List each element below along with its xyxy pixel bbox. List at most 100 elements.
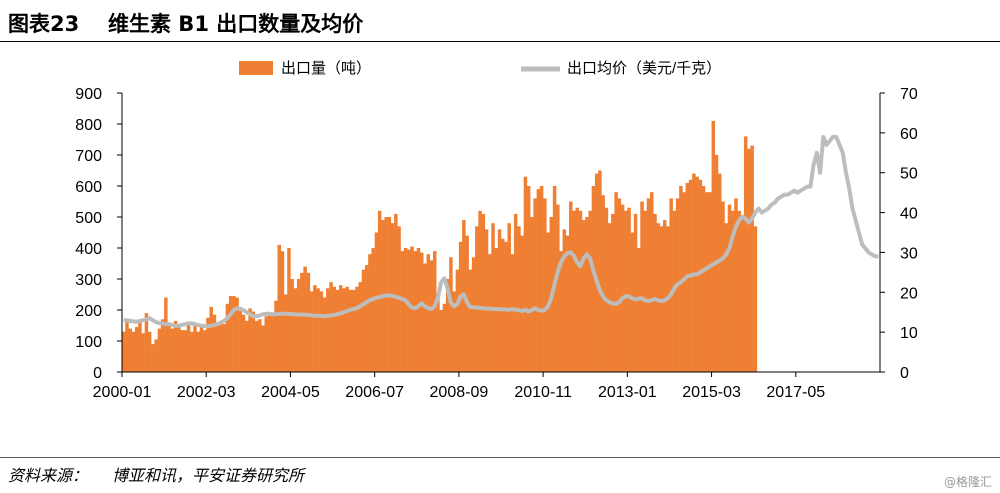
bar [643,210,648,372]
y-left-tick-label: 100 [75,334,102,351]
bar [274,300,278,372]
bar [413,251,418,372]
x-tick-label: 2006-07 [345,384,404,401]
bar [335,289,340,372]
bar [186,322,191,372]
bar [361,269,366,372]
chart: 出口量（吨） 出口均价（美元/千克） 010020030040050060070… [75,60,918,401]
bar [711,120,716,373]
bar [128,328,132,372]
bar [164,297,168,372]
bar [747,148,751,372]
x-tick-label: 2004-05 [261,384,320,401]
y-right-tick-label: 10 [900,325,918,342]
bar [241,314,246,372]
bar [578,210,583,372]
bar [604,207,609,372]
bar [400,251,405,372]
bar [627,207,631,372]
bar [254,320,259,372]
bar [157,328,162,372]
bar [594,173,599,372]
bar [507,223,511,372]
bar [588,210,592,372]
bar [407,249,411,372]
bar [426,254,430,372]
bar [225,303,230,372]
bar [403,248,408,372]
bar [420,252,424,372]
bar [708,192,712,372]
bar [734,198,738,372]
bar [650,192,654,372]
bar [248,308,252,372]
bar [497,229,502,372]
bar [637,248,641,372]
bar [206,317,210,372]
bar [377,210,382,372]
bar [267,314,272,372]
bar [222,323,226,372]
bar [539,186,544,372]
bar [183,330,188,372]
bar [232,296,236,372]
bar [151,344,155,372]
bar [228,296,233,372]
bar [656,223,660,372]
bar [348,289,353,372]
bar [190,331,194,372]
bar-series [122,120,758,373]
bar [371,248,375,372]
bar [271,316,275,372]
bar [245,320,249,372]
bar [322,297,327,372]
bar [423,263,427,372]
bar [202,330,207,372]
bar [724,223,728,372]
watermark: @格隆汇 [943,475,992,489]
bar [575,207,579,372]
bar [501,238,505,372]
bar [611,213,615,372]
bar [718,173,722,372]
bar [513,213,518,372]
bar [261,325,265,372]
bar [290,279,294,372]
bar [309,291,314,372]
bar [481,213,486,372]
bar [727,204,732,372]
y-right-tick-label: 70 [900,86,918,103]
bar [536,189,541,372]
bar [147,331,152,372]
bar [591,186,596,372]
bar [138,322,142,372]
bar [374,232,379,372]
bar [478,210,482,372]
bar [743,136,748,372]
bar [283,294,288,372]
bar [510,254,515,372]
chart-legend: 出口量（吨） 出口均价（美元/千克） [239,60,721,77]
y-right-tick-label: 40 [900,206,918,223]
bar [491,223,495,372]
bar [300,272,304,372]
bar [345,286,349,372]
bar [364,265,369,372]
bar [504,241,508,372]
source-text: 博亚和讯，平安证券研究所 [112,466,305,485]
bar [368,254,372,372]
bar [212,314,217,372]
bar [351,289,356,372]
bar [682,192,686,372]
bar [705,192,709,372]
bar [452,291,456,372]
y-right-tick-label: 60 [900,126,918,143]
y-right-tick-label: 0 [900,365,909,382]
x-tick-label: 2013-01 [598,384,657,401]
bar [614,192,618,372]
x-tick-label: 2008-09 [430,384,489,401]
source-label: 资料来源： [8,466,89,485]
bar [316,288,320,372]
x-tick-label: 2000-01 [93,384,152,401]
bar [701,186,706,372]
